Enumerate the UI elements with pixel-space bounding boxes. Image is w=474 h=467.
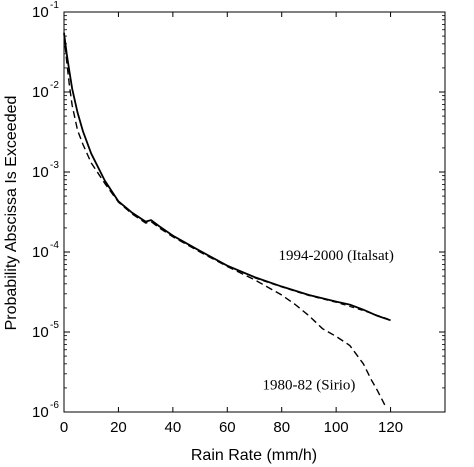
x-tick-label: 20: [110, 419, 127, 436]
y-tick-label-base: 10: [32, 164, 49, 181]
y-tick-label-exponent: -5: [50, 320, 59, 331]
x-axis-ticks: 0 20 40 60 80 100 120: [60, 12, 403, 436]
y-tick-label-exponent: -3: [50, 160, 59, 171]
y-axis-ticks: 10-110-210-310-410-510-6: [32, 0, 445, 421]
x-tick-label: 60: [219, 419, 236, 436]
series-line-dashed: [63, 34, 386, 406]
y-tick-label-exponent: -4: [50, 240, 59, 251]
y-tick-label-exponent: -1: [50, 0, 59, 11]
y-tick-label-base: 10: [32, 4, 49, 21]
series-layer: [63, 32, 391, 406]
x-tick-label: 100: [324, 419, 349, 436]
x-tick-label: 80: [273, 419, 290, 436]
x-axis-label: Rain Rate (mm/h): [191, 447, 317, 464]
y-tick-label-exponent: -2: [50, 80, 59, 91]
y-tick-label-base: 10: [32, 244, 49, 261]
plot-area-frame: [63, 11, 446, 413]
y-axis-label: Probability Abscissa Is Exceeded: [3, 96, 20, 331]
series-line-dashed-thin: [254, 277, 391, 321]
y-tick-label-exponent: -6: [50, 400, 59, 411]
y-tick-label-base: 10: [32, 84, 49, 101]
series-annotation: 1980-82 (Sirio): [262, 378, 355, 394]
x-tick-label: 40: [165, 419, 182, 436]
y-tick-label-base: 10: [32, 324, 49, 341]
series-annotation: 1994-2000 (Italsat): [278, 248, 393, 264]
x-tick-label: 0: [60, 419, 68, 436]
series-line-solid: [63, 32, 391, 322]
x-tick-label: 120: [378, 419, 403, 436]
y-tick-label-base: 10: [32, 404, 49, 421]
annotation-layer: 1994-2000 (Italsat) 1980-82 (Sirio): [262, 248, 393, 394]
